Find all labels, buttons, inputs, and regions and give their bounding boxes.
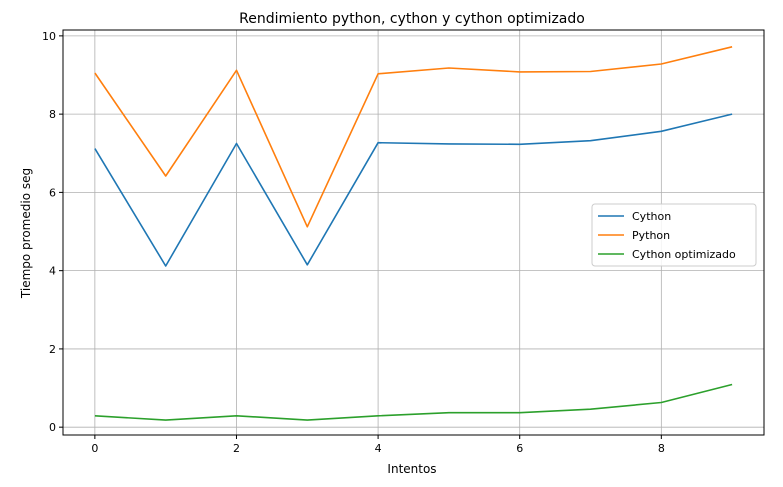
series-line-cython-optimizado (94, 383, 733, 421)
series-lines (94, 46, 733, 421)
x-axis-label: Intentos (387, 462, 436, 476)
x-tick-label: 2 (233, 442, 240, 455)
y-axis-label: Tiempo promedio seg (19, 168, 33, 299)
chart-title: Rendimiento python, cython y cython opti… (239, 11, 585, 27)
legend: Cython Python Cython optimizado (591, 203, 757, 267)
x-tick-label: 6 (516, 442, 523, 455)
x-tick-label: 8 (658, 442, 665, 455)
legend-label: Cython optimizado (632, 248, 736, 261)
axis-ticks: 0 2 4 6 8 0 2 4 6 8 10 (42, 30, 665, 455)
legend-label: Cython (632, 210, 671, 223)
y-tick-label: 8 (49, 108, 56, 121)
legend-label: Python (632, 229, 670, 242)
plot-frame (62, 29, 765, 436)
y-tick-label: 0 (49, 421, 56, 434)
series-line-python (94, 46, 733, 228)
y-tick-label: 4 (49, 265, 56, 278)
legend-box (591, 203, 757, 267)
series-line-cython (94, 113, 733, 267)
y-tick-label: 2 (49, 343, 56, 356)
x-tick-label: 0 (91, 442, 98, 455)
x-tick-label: 4 (375, 442, 382, 455)
y-tick-label: 10 (42, 30, 56, 43)
y-tick-label: 6 (49, 186, 56, 199)
